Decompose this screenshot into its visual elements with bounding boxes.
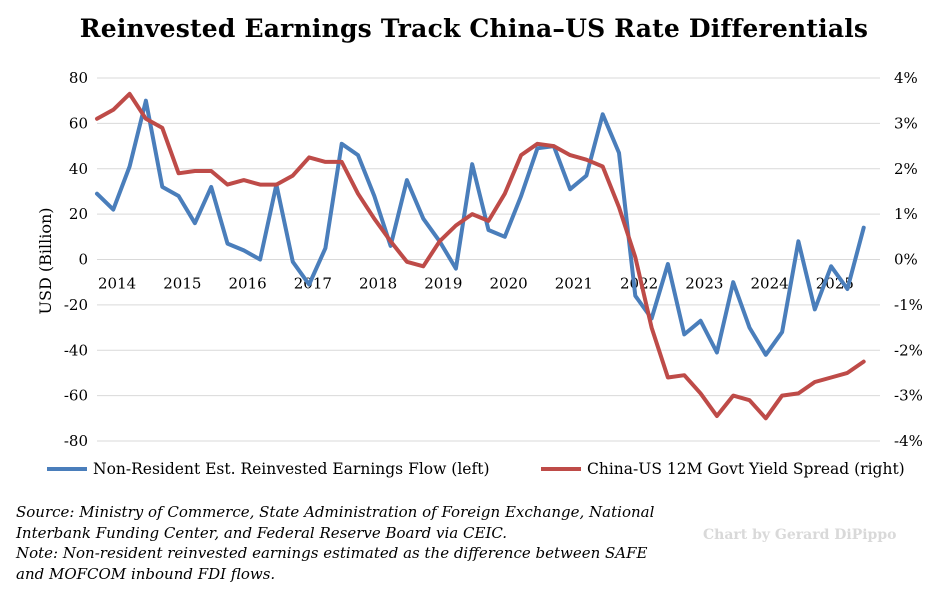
y2-tick-label: 4% bbox=[894, 69, 918, 87]
legend-swatch-blue bbox=[47, 467, 87, 471]
x-tick-label: 2019 bbox=[424, 275, 462, 293]
y2-tick-label: -3% bbox=[894, 387, 923, 405]
y2-tick-label: -4% bbox=[894, 432, 923, 450]
watermark: Chart by Gerard DiPippo bbox=[703, 527, 897, 543]
y-tick-label: -60 bbox=[64, 387, 88, 405]
legend: Non-Resident Est. Reinvested Earnings Fl… bbox=[0, 460, 948, 484]
chart-title: Reinvested Earnings Track China–US Rate … bbox=[79, 14, 869, 43]
y-tick-label: 40 bbox=[69, 160, 88, 178]
legend-swatch-red bbox=[541, 467, 581, 471]
y-tick-label: 60 bbox=[69, 114, 88, 132]
y-tick-label: -80 bbox=[64, 432, 88, 450]
x-tick-label: 2022 bbox=[620, 275, 658, 293]
x-tick-label: 2021 bbox=[555, 275, 593, 293]
x-tick-label: 2024 bbox=[751, 275, 789, 293]
x-tick-label: 2020 bbox=[490, 275, 528, 293]
y2-tick-label: -1% bbox=[894, 296, 923, 314]
x-tick-label: 2014 bbox=[98, 275, 136, 293]
source-line: Source: Ministry of Commerce, State Admi… bbox=[16, 503, 655, 521]
y-tick-label: 80 bbox=[69, 69, 88, 87]
y-tick-label: -40 bbox=[64, 341, 88, 359]
x-tick-label: 2018 bbox=[359, 275, 397, 293]
legend-item-reinvested-earnings: Non-Resident Est. Reinvested Earnings Fl… bbox=[47, 460, 490, 478]
x-tick-label: 2015 bbox=[163, 275, 201, 293]
right-axis-ticks: 4% 3% 2% 1% 0% -1% -2% -3% -4% bbox=[894, 69, 923, 450]
y2-tick-label: 1% bbox=[894, 205, 918, 223]
series-line-yield-spread bbox=[95, 91, 866, 421]
series-lines bbox=[95, 91, 866, 421]
y2-tick-label: 3% bbox=[894, 114, 918, 132]
x-tick-label: 2023 bbox=[685, 275, 723, 293]
legend-item-yield-spread: China-US 12M Govt Yield Spread (right) bbox=[541, 460, 905, 478]
note-line: Note: Non-resident reinvested earnings e… bbox=[16, 544, 648, 562]
legend-label: Non-Resident Est. Reinvested Earnings Fl… bbox=[93, 460, 490, 478]
y2-tick-label: 2% bbox=[894, 160, 918, 178]
y-tick-label: -20 bbox=[64, 296, 88, 314]
x-tick-label: 2016 bbox=[229, 275, 267, 293]
series-line-reinvested-earnings bbox=[95, 98, 866, 357]
y2-tick-label: 0% bbox=[894, 251, 918, 269]
y2-tick-label: -2% bbox=[894, 341, 923, 359]
y-axis-label: USD (Billion) bbox=[36, 207, 55, 314]
gridlines bbox=[97, 77, 880, 442]
legend-label: China-US 12M Govt Yield Spread (right) bbox=[587, 460, 905, 478]
x-axis-ticks: 2014 2015 2016 2017 2018 2019 2020 2021 2022 2023… bbox=[98, 275, 854, 293]
y-tick-label: 0 bbox=[78, 251, 88, 269]
y-tick-label: 20 bbox=[69, 205, 88, 223]
source-notes: Source: Ministry of Commerce, State Admi… bbox=[16, 502, 706, 584]
source-line: Interbank Funding Center, and Federal Re… bbox=[16, 523, 508, 542]
note-line: and MOFCOM inbound FDI flows. bbox=[16, 564, 276, 583]
left-axis-ticks: 80 60 40 20 0 -20 -40 -60 -80 bbox=[64, 69, 88, 450]
